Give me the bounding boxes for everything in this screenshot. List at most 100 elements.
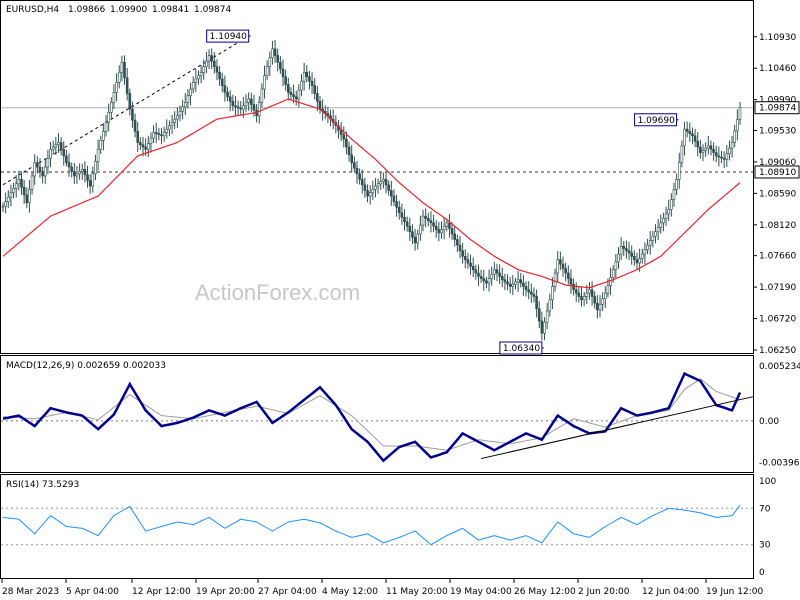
candle bbox=[390, 180, 393, 206]
price-tick-label: 1.07660 bbox=[759, 252, 796, 262]
candle bbox=[543, 317, 546, 341]
candle bbox=[57, 133, 60, 153]
candle bbox=[141, 136, 145, 157]
candle bbox=[152, 125, 155, 144]
candle bbox=[173, 111, 177, 130]
macd-main-line bbox=[2, 371, 742, 463]
candle bbox=[38, 158, 42, 178]
candle bbox=[617, 247, 620, 269]
candle bbox=[434, 220, 438, 238]
candle bbox=[545, 302, 549, 330]
rsi-axis: 100 70 30 0 bbox=[759, 477, 776, 578]
candle bbox=[471, 257, 475, 278]
candle bbox=[670, 193, 673, 217]
candle bbox=[448, 213, 451, 238]
candle bbox=[421, 209, 425, 232]
candle bbox=[556, 251, 560, 283]
time-tick-label: 2 Jun 20:00 bbox=[578, 587, 630, 597]
time-tick-label: 5 Apr 04:00 bbox=[66, 587, 119, 597]
rsi-title: RSI(14) 73.5293 bbox=[6, 480, 79, 490]
candle bbox=[408, 217, 412, 241]
candle bbox=[284, 69, 287, 91]
price-tick-label: 1.09530 bbox=[759, 126, 796, 136]
time-tick-label: 19 Jun 12:00 bbox=[706, 587, 763, 597]
candle bbox=[36, 156, 39, 174]
candle bbox=[194, 68, 198, 92]
candle bbox=[355, 160, 359, 184]
candle bbox=[210, 48, 213, 70]
annotation-label: 1.10940 bbox=[210, 32, 247, 42]
candle bbox=[463, 249, 467, 269]
candle bbox=[281, 59, 285, 87]
candle bbox=[503, 273, 507, 291]
price-annotation: 1.09690 bbox=[634, 113, 679, 127]
candle bbox=[566, 265, 570, 285]
candle bbox=[519, 272, 523, 288]
candle bbox=[514, 277, 517, 290]
candle bbox=[199, 65, 203, 84]
candle bbox=[508, 276, 512, 294]
candle bbox=[191, 76, 195, 94]
candle bbox=[99, 135, 103, 154]
candle bbox=[318, 95, 322, 114]
candle bbox=[635, 252, 639, 271]
candle bbox=[522, 274, 525, 296]
candle bbox=[625, 240, 628, 259]
macd-tick-label: -0.003966 bbox=[759, 458, 800, 468]
candle bbox=[728, 140, 731, 161]
candle bbox=[49, 141, 52, 167]
candle bbox=[342, 126, 346, 148]
candle bbox=[51, 140, 55, 155]
candle bbox=[176, 107, 179, 129]
rsi-panel bbox=[0, 474, 754, 579]
candle bbox=[656, 218, 660, 241]
candle bbox=[268, 51, 272, 77]
macd-tick-label: 0.00 bbox=[759, 417, 779, 427]
candle bbox=[535, 289, 538, 318]
candle bbox=[442, 217, 446, 240]
candle bbox=[474, 264, 478, 280]
candle bbox=[139, 137, 142, 150]
candle bbox=[722, 151, 726, 169]
candle bbox=[146, 135, 150, 157]
candle bbox=[1, 202, 5, 213]
candle bbox=[104, 115, 108, 137]
candle bbox=[376, 178, 380, 194]
candle bbox=[339, 122, 343, 142]
macd-trendline bbox=[481, 396, 754, 460]
candle bbox=[112, 84, 116, 109]
candle bbox=[683, 121, 686, 156]
candle bbox=[675, 173, 678, 195]
candle bbox=[440, 221, 443, 239]
candle bbox=[255, 104, 258, 123]
time-tick-label: 19 Apr 20:00 bbox=[196, 587, 255, 597]
candle bbox=[392, 189, 396, 206]
candle bbox=[704, 142, 707, 157]
candle bbox=[701, 144, 705, 162]
candle bbox=[559, 251, 562, 271]
annotation-label: 1.06340 bbox=[503, 344, 540, 354]
macd-axis: 0.005234 0.00 -0.003966 bbox=[759, 362, 800, 468]
candle bbox=[120, 55, 124, 82]
candle bbox=[733, 124, 737, 148]
rsi-tick-label: 0 bbox=[759, 568, 765, 578]
candle bbox=[405, 216, 409, 232]
candle bbox=[582, 291, 586, 307]
candle bbox=[429, 211, 433, 233]
candle bbox=[220, 72, 224, 93]
candle bbox=[88, 174, 92, 194]
time-tick-label: 27 Apr 04:00 bbox=[258, 587, 317, 597]
candle bbox=[384, 171, 388, 194]
candle bbox=[469, 254, 472, 275]
candle bbox=[117, 65, 121, 89]
candle bbox=[419, 215, 422, 241]
candle bbox=[640, 248, 644, 264]
candle bbox=[677, 152, 681, 189]
candle bbox=[646, 238, 649, 255]
candle bbox=[495, 263, 499, 282]
candle bbox=[67, 153, 71, 177]
candle bbox=[9, 184, 13, 207]
candle bbox=[123, 55, 126, 85]
candle bbox=[426, 212, 430, 227]
candle bbox=[181, 99, 184, 120]
